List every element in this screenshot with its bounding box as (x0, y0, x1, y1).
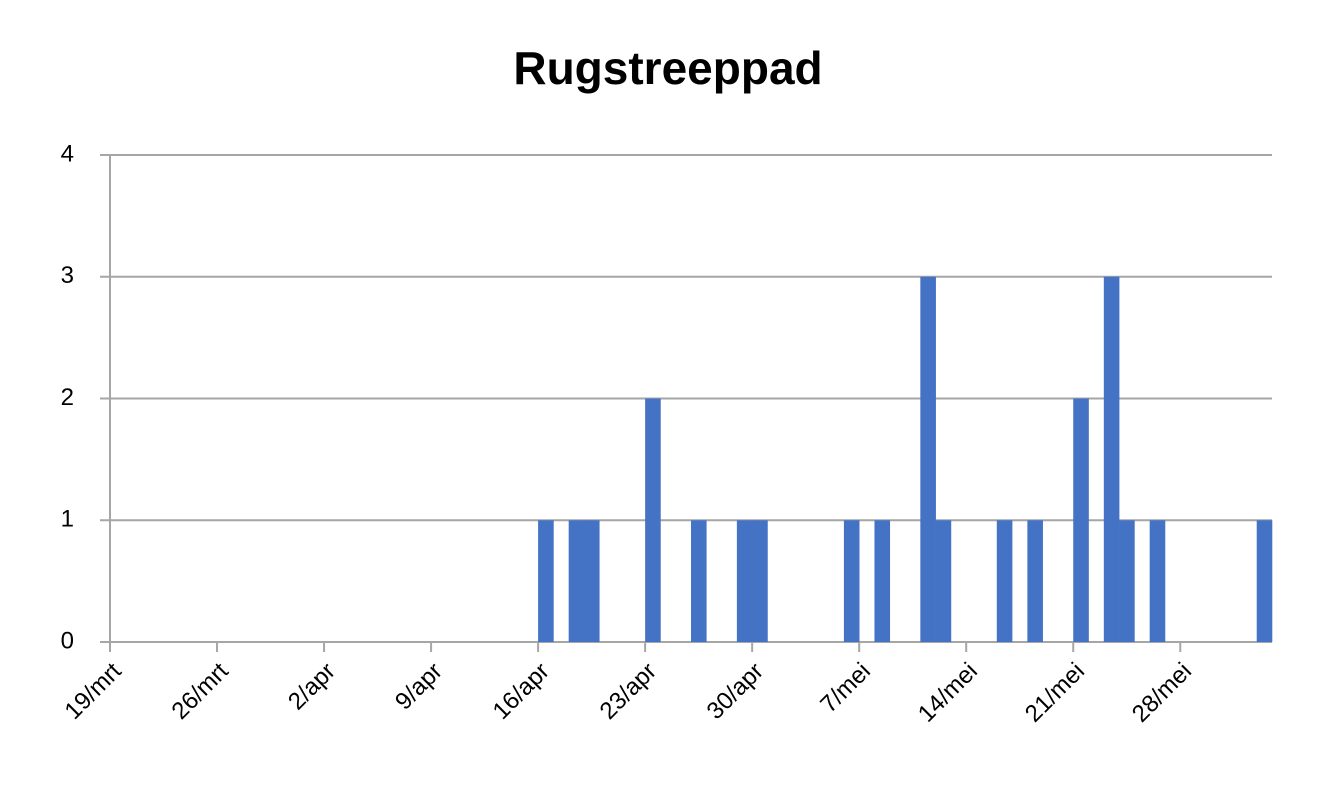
bar (843, 520, 860, 642)
x-tick-label: 21/mei (1020, 658, 1090, 728)
bar (874, 520, 891, 642)
x-tick-label: 30/apr (702, 658, 769, 725)
x-tick-label: 19/mrt (60, 657, 127, 724)
x-tick-label: 28/mei (1127, 658, 1197, 728)
x-tick-label: 2/apr (283, 658, 341, 716)
x-tick-label: 26/mrt (167, 657, 234, 724)
y-tick-label: 0 (61, 627, 74, 654)
bar (1073, 398, 1089, 642)
bar (1149, 520, 1166, 642)
bar (920, 276, 936, 642)
bar (568, 520, 585, 642)
x-tick-label: 7/mei (815, 658, 876, 719)
bar (1119, 520, 1135, 642)
y-tick-label: 4 (61, 140, 74, 167)
y-tick-label: 3 (61, 262, 74, 289)
bar (583, 520, 600, 642)
bar (645, 398, 661, 642)
bar (752, 520, 768, 642)
bar (691, 520, 707, 642)
x-tick-label: 16/apr (488, 658, 555, 725)
x-tick-label: 14/mei (913, 658, 983, 728)
x-tick-label: 23/apr (595, 658, 662, 725)
bar (996, 520, 1013, 642)
bar (1103, 276, 1120, 642)
chart-title: Rugstreeppad (513, 42, 822, 94)
y-tick-label: 2 (61, 384, 74, 411)
bar (935, 520, 952, 642)
y-tick-label: 1 (61, 506, 74, 533)
bar (736, 520, 753, 642)
bar (538, 520, 554, 642)
bar (1256, 520, 1273, 642)
bar (1027, 520, 1043, 642)
x-tick-label: 9/apr (390, 658, 448, 716)
